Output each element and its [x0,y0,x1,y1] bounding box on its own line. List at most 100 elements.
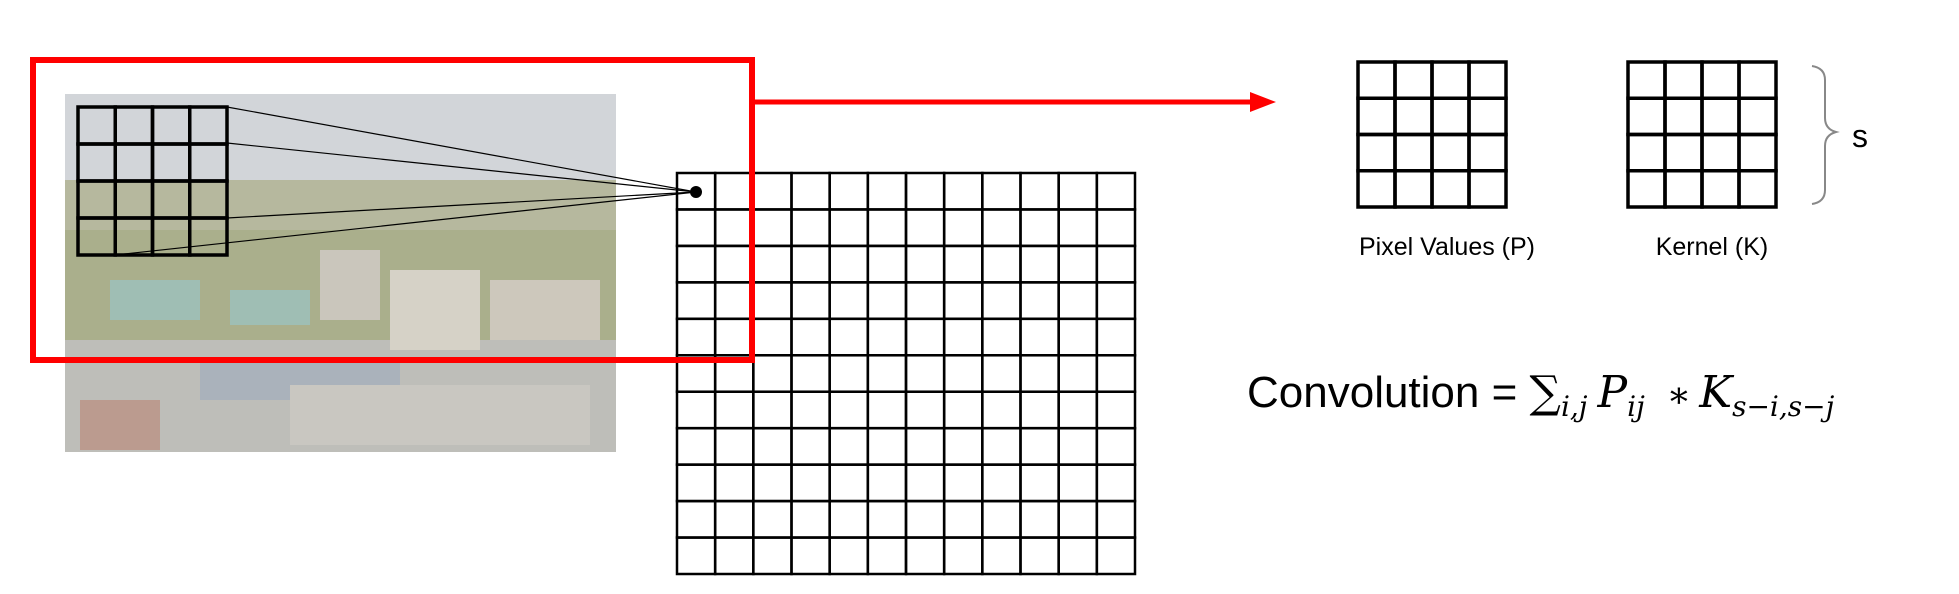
output-grid-cell [981,208,1022,248]
output-grid-cell [828,463,870,503]
pixel-values-cell [1393,60,1434,100]
output-grid-cell [790,317,831,357]
kernel-cell [1700,132,1741,173]
output-grid-cell [866,536,908,576]
output-grid-cell [1057,536,1099,576]
output-grid-cell [981,463,1022,503]
output-grid-cell [752,281,793,321]
output-grid-cell [866,171,908,211]
overlay-grid-cell [188,216,229,257]
kernel-cell [1626,96,1667,137]
output-grid-cell [713,426,755,466]
output-grid-cell [828,317,870,357]
output-grid-cell [790,390,831,430]
output-grid-cell [1057,463,1099,503]
output-grid-cell [904,463,946,503]
output-grid-cell [904,208,946,248]
output-grid-cell [981,536,1022,576]
pixel-values-cell [1430,96,1471,137]
pixel-values-cell [1356,132,1397,173]
output-grid-cell [1095,171,1137,211]
output-grid-cell [752,536,793,576]
arrow-right-icon [752,92,1276,112]
kernel-cell [1700,169,1741,209]
output-grid-cell [981,354,1022,393]
sum-symbol: ∑ [1530,367,1561,418]
output-grid-cell [1019,354,1060,393]
sum-subscript: i,j [1561,390,1588,423]
output-grid-cell [942,390,984,430]
output-grid-cell [1095,208,1137,248]
output-grid-cell [828,499,870,539]
k-subscript: s−i,s−j [1732,390,1835,423]
output-grid-cell [1057,244,1099,284]
output-grid-cell [828,354,870,393]
output-grid-cell [790,244,831,284]
output-grid-cell [981,281,1022,321]
output-grid-cell [828,244,870,284]
output-grid-cell [675,463,717,503]
output-grid-cell [1019,426,1060,466]
output-grid-cell [790,281,831,321]
output-grid-cell [1095,354,1137,393]
kernel-cell [1737,60,1778,100]
kernel-cell [1737,169,1778,209]
output-grid-cell [866,499,908,539]
pixel-values-cell [1393,132,1434,173]
output-grid-cell [752,244,793,284]
output-grid-cell [904,426,946,466]
output-grid-cell [675,499,717,539]
convolution-equation: Convolution = ∑i,j Pij ∗ Ks−i,s−j [1247,367,1835,423]
kernel-label: Kernel (K) [1656,233,1769,261]
output-grid-cell [790,354,831,393]
kernel-cell [1700,96,1741,137]
output-grid-cell [752,354,793,393]
output-grid-cell [828,208,870,248]
output-grid-cell [828,426,870,466]
output-grid-cell [1019,244,1060,284]
output-grid-cell [942,171,984,211]
output-grid-cell [790,171,831,211]
output-grid-cell [1057,317,1099,357]
kernel-cell [1663,132,1704,173]
output-grid-cell [981,244,1022,284]
output-grid-cell [1095,536,1137,576]
output-grid-cell [675,426,717,466]
output-grid-cell [904,499,946,539]
output-grid-cell [942,281,984,321]
output-grid-cell [904,244,946,284]
output-grid-cell [1095,317,1137,357]
output-grid-cell [1057,354,1099,393]
output-grid-cell [981,390,1022,430]
output-grid-cell [828,171,870,211]
output-grid-cell [1019,499,1060,539]
kernel-cell [1626,169,1667,209]
right-brace-icon [1811,65,1840,205]
overlay-kernel-grid [76,105,229,257]
kernel-cell [1700,60,1741,100]
output-grid-cell [1057,426,1099,466]
output-grid-cell [1019,317,1060,357]
output-grid-cell [752,208,793,248]
output-grid-cell [675,281,717,321]
output-grid [675,171,1137,576]
output-grid-cell [828,536,870,576]
output-grid-cell [752,426,793,466]
output-grid-cell [828,281,870,321]
p-symbol: P [1597,367,1629,418]
output-grid-cell [1095,281,1137,321]
output-grid-cell [904,171,946,211]
p-subscript: ij [1627,390,1645,423]
pixel-values-cell [1393,169,1434,209]
output-grid-cell [942,208,984,248]
output-grid-cell [713,171,755,211]
kernel-cell [1737,96,1778,137]
output-grid-cell [904,390,946,430]
output-grid-cell [866,463,908,503]
pixel-values-cell [1467,60,1508,100]
campus-aerial-photo [65,94,616,452]
pixel-values-cell [1467,169,1508,209]
equation-lhs: Convolution = [1247,368,1530,417]
pixel-values-grid [1356,60,1508,209]
